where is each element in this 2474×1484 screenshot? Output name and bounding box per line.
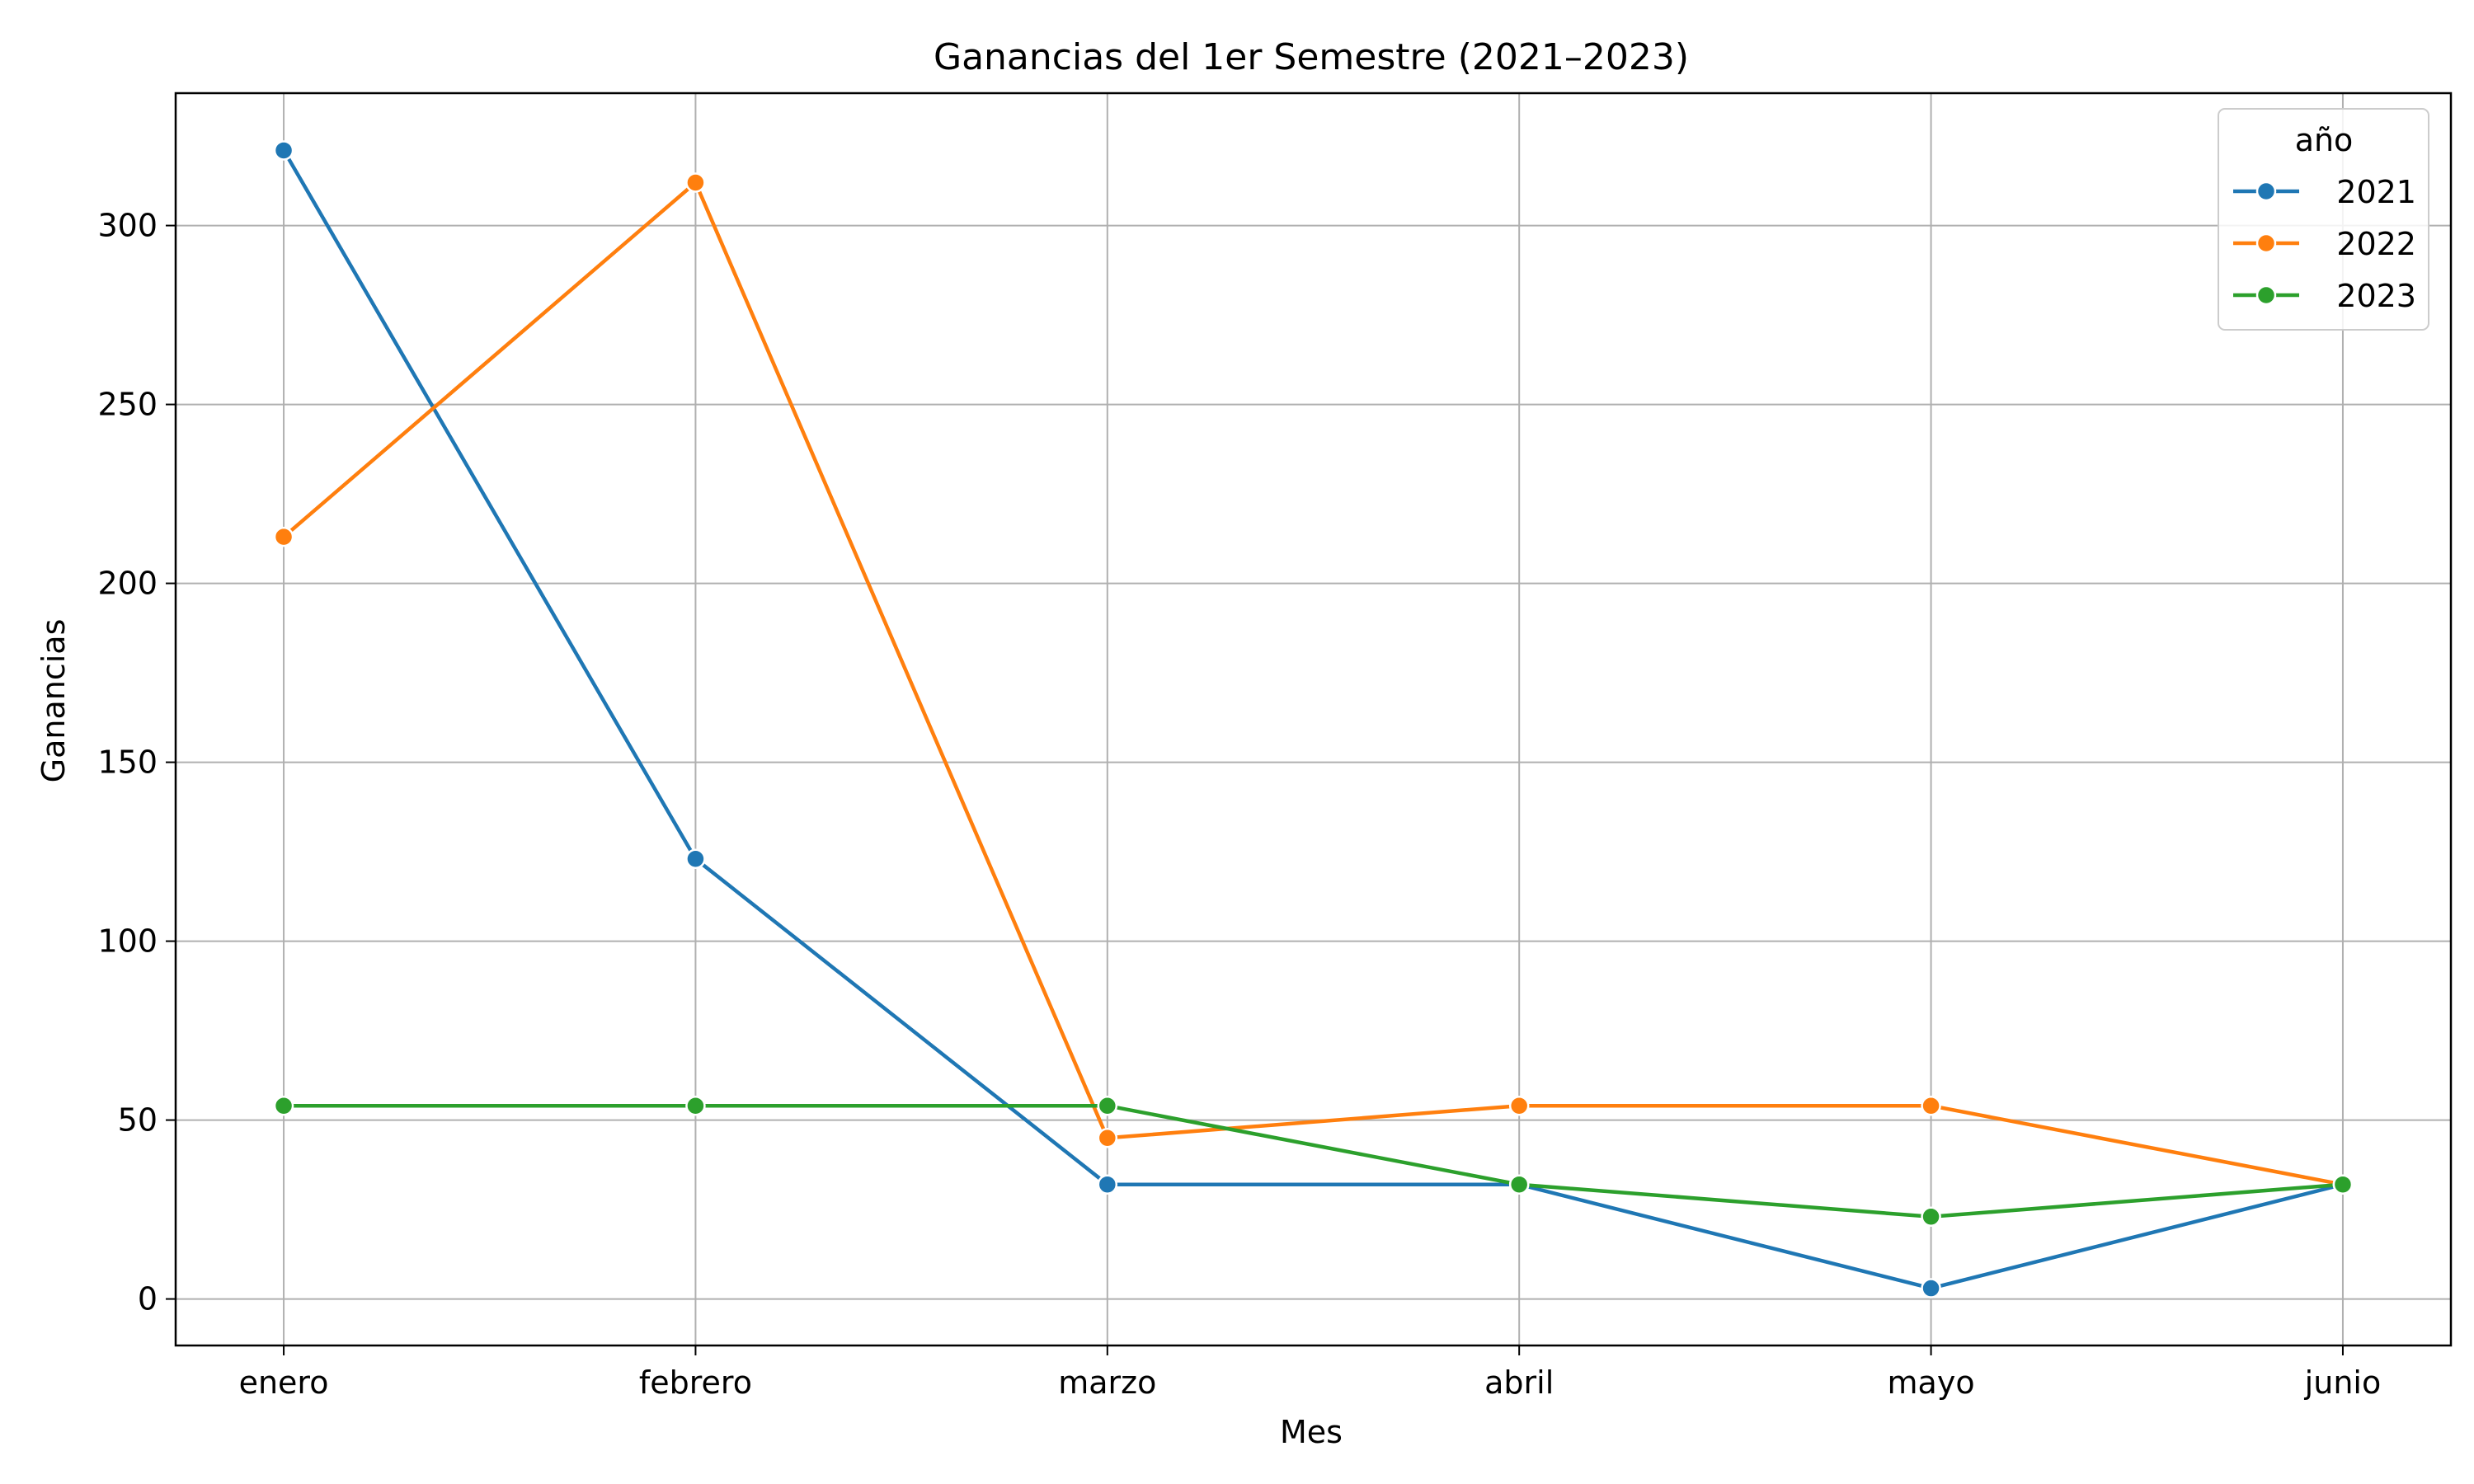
x-axis-label: Mes <box>1280 1414 1343 1450</box>
plot-area-frame <box>174 92 2453 1347</box>
y-tick-label: 300 <box>97 208 158 244</box>
legend: año 2021 2022 2023 <box>2218 108 2429 331</box>
x-tick-label: junio <box>2304 1364 2382 1401</box>
data-point-2023 <box>685 1095 706 1116</box>
legend-items: 2021 2022 2023 <box>2233 174 2416 314</box>
y-tick-label: 100 <box>97 923 158 960</box>
data-point-2021 <box>273 140 294 161</box>
series-line-2022 <box>281 181 2345 1186</box>
y-axis-ticks: 0 50 100 150 200 250 300 <box>97 208 176 1317</box>
data-point-2022 <box>1097 1128 1118 1148</box>
x-axis-ticks: enero febrero marzo abril mayo junio <box>239 1345 2382 1401</box>
series-line-2021 <box>281 148 2345 1290</box>
x-tick-label: abril <box>1484 1364 1554 1401</box>
data-point-2023 <box>1508 1174 1530 1195</box>
series-markers <box>273 140 2354 1298</box>
data-point-2022 <box>1508 1095 1530 1116</box>
data-point-2021 <box>1097 1174 1118 1195</box>
y-tick-label: 0 <box>138 1281 158 1317</box>
legend-box <box>2218 108 2429 331</box>
data-point-2022 <box>1921 1095 1941 1116</box>
y-tick-label: 250 <box>97 387 158 423</box>
legend-marker-2022 <box>2255 232 2277 254</box>
x-tick-label: enero <box>239 1364 329 1401</box>
y-tick-label: 50 <box>118 1102 158 1139</box>
y-tick-label: 150 <box>97 744 158 781</box>
y-axis-label: Ganancias <box>35 619 72 783</box>
x-tick-label: marzo <box>1058 1364 1156 1401</box>
data-point-2021 <box>1921 1278 1941 1298</box>
legend-label-2022: 2022 <box>2336 226 2416 262</box>
legend-label-2023: 2023 <box>2336 278 2416 314</box>
legend-label-2021: 2021 <box>2336 174 2416 210</box>
series-line-2023 <box>281 1103 2345 1219</box>
legend-title: año <box>2295 122 2354 158</box>
x-tick-label: febrero <box>639 1364 752 1401</box>
legend-marker-2023 <box>2255 284 2277 306</box>
chart-title: Ganancias del 1er Semestre (2021–2023) <box>934 36 1689 78</box>
y-tick-label: 200 <box>97 566 158 602</box>
legend-marker-2021 <box>2255 181 2277 202</box>
series-lines <box>281 148 2345 1290</box>
data-point-2023 <box>273 1095 294 1116</box>
data-point-2023 <box>2332 1174 2354 1195</box>
x-tick-label: mayo <box>1888 1364 1975 1401</box>
data-point-2021 <box>685 848 706 870</box>
data-point-2023 <box>1921 1206 1941 1228</box>
data-point-2023 <box>1097 1095 1118 1116</box>
data-point-2022 <box>685 172 706 193</box>
data-point-2022 <box>273 526 294 547</box>
